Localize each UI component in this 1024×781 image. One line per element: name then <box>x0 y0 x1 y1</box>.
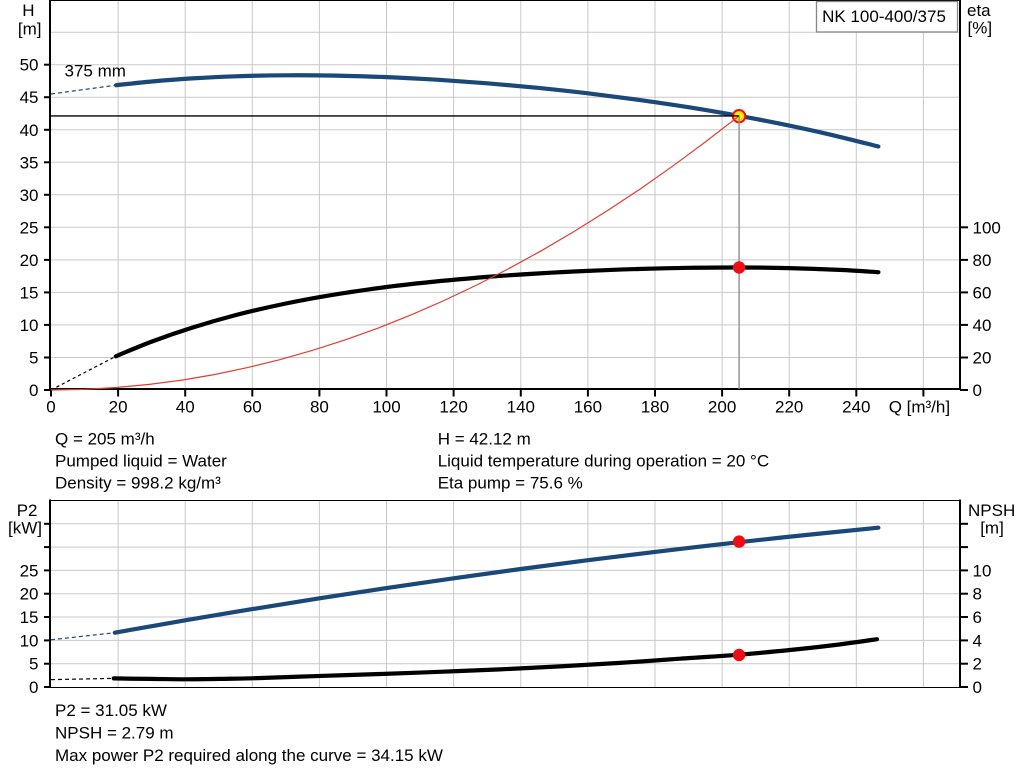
svg-text:10: 10 <box>973 561 992 580</box>
svg-text:15: 15 <box>20 283 39 302</box>
svg-text:H: H <box>22 1 34 20</box>
svg-text:0: 0 <box>973 678 982 697</box>
svg-text:35: 35 <box>20 153 39 172</box>
svg-text:eta: eta <box>967 1 991 20</box>
svg-text:Eta pump = 75.6 %: Eta pump = 75.6 % <box>438 474 583 493</box>
svg-text:5: 5 <box>29 349 38 368</box>
svg-text:60: 60 <box>973 283 992 302</box>
svg-text:220: 220 <box>775 397 803 416</box>
svg-text:80: 80 <box>310 397 329 416</box>
svg-text:180: 180 <box>641 397 669 416</box>
svg-text:40: 40 <box>973 316 992 335</box>
svg-text:2: 2 <box>973 655 982 674</box>
svg-text:40: 40 <box>20 121 39 140</box>
svg-text:200: 200 <box>708 397 736 416</box>
svg-text:P2 = 31.05 kW: P2 = 31.05 kW <box>55 701 167 720</box>
svg-text:Pumped liquid = Water: Pumped liquid = Water <box>55 451 227 470</box>
svg-text:0: 0 <box>29 678 38 697</box>
svg-text:[m]: [m] <box>18 20 42 39</box>
svg-text:4: 4 <box>973 631 982 650</box>
svg-text:160: 160 <box>574 397 602 416</box>
svg-text:10: 10 <box>20 631 39 650</box>
svg-text:20: 20 <box>20 585 39 604</box>
svg-text:15: 15 <box>20 608 39 627</box>
svg-text:25: 25 <box>20 218 39 237</box>
svg-text:375 mm: 375 mm <box>65 62 126 81</box>
svg-text:80: 80 <box>973 251 992 270</box>
svg-text:NPSH: NPSH <box>968 501 1015 520</box>
svg-text:25: 25 <box>20 561 39 580</box>
svg-text:100: 100 <box>372 397 400 416</box>
svg-text:30: 30 <box>20 186 39 205</box>
svg-text:20: 20 <box>109 397 128 416</box>
svg-text:6: 6 <box>973 608 982 627</box>
svg-text:[%]: [%] <box>968 19 993 38</box>
svg-text:Max power P2 required along th: Max power P2 required along the curve = … <box>55 746 443 765</box>
svg-text:100: 100 <box>973 218 1001 237</box>
svg-text:20: 20 <box>973 349 992 368</box>
svg-text:NPSH = 2.79 m: NPSH = 2.79 m <box>55 724 174 743</box>
svg-text:240: 240 <box>842 397 870 416</box>
svg-text:50: 50 <box>20 56 39 75</box>
svg-text:Density = 998.2 kg/m³: Density = 998.2 kg/m³ <box>55 474 221 493</box>
svg-text:NK 100-400/375: NK 100-400/375 <box>822 7 946 26</box>
svg-text:5: 5 <box>29 655 38 674</box>
svg-text:[kW]: [kW] <box>8 519 42 538</box>
svg-text:Liquid temperature during oper: Liquid temperature during operation = 20… <box>438 451 769 470</box>
svg-text:[m]: [m] <box>980 519 1004 538</box>
svg-text:0: 0 <box>973 381 982 400</box>
svg-text:60: 60 <box>243 397 262 416</box>
svg-text:10: 10 <box>20 316 39 335</box>
svg-text:Q [m³/h]: Q [m³/h] <box>889 397 950 416</box>
svg-text:8: 8 <box>973 585 982 604</box>
svg-text:Q = 205 m³/h: Q = 205 m³/h <box>55 430 155 449</box>
svg-text:0: 0 <box>46 397 55 416</box>
svg-text:140: 140 <box>507 397 535 416</box>
svg-text:20: 20 <box>20 251 39 270</box>
svg-text:P2: P2 <box>17 501 38 520</box>
svg-text:120: 120 <box>439 397 467 416</box>
svg-text:40: 40 <box>176 397 195 416</box>
svg-text:45: 45 <box>20 88 39 107</box>
svg-text:0: 0 <box>29 381 38 400</box>
svg-text:H = 42.12 m: H = 42.12 m <box>438 430 531 449</box>
